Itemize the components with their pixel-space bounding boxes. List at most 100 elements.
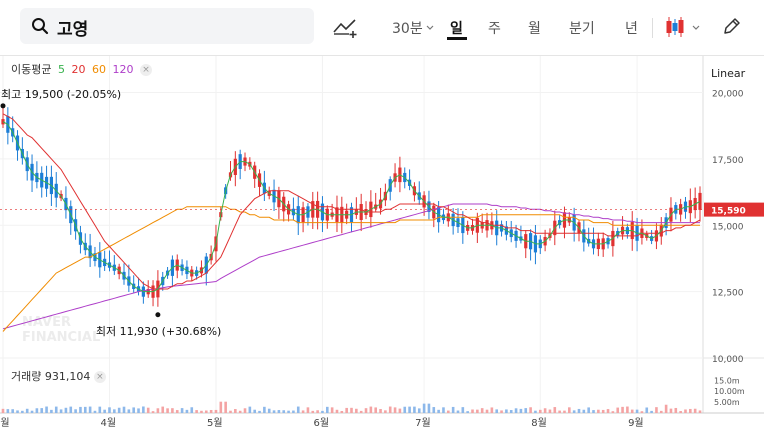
volume-bar (25, 408, 29, 413)
volume-bar (1, 408, 5, 413)
volume-bar (83, 406, 87, 413)
volume-bar (679, 411, 682, 413)
volume-bar (301, 410, 305, 413)
price-chart[interactable]: 20,000 17,500 15,000 12,500 10,000 3월 4월 5월 6월 7월… (0, 56, 764, 433)
time-tick-label: 7월 (415, 417, 431, 429)
interval-30m-dropdown[interactable]: 30분 (392, 21, 423, 37)
volume-bar (185, 409, 189, 413)
volume-bar (645, 407, 649, 413)
volume-bar (558, 410, 561, 413)
volume-bar (171, 408, 174, 413)
volume-legend-close-button[interactable]: × (93, 371, 106, 383)
volume-bar (243, 408, 247, 413)
volume-bar (345, 407, 348, 413)
tab-month[interactable]: 월 (528, 21, 541, 37)
last-price-label: 15,590 (711, 207, 746, 217)
volume-tick-label: 5.00m (714, 398, 740, 407)
volume-bar (325, 406, 329, 413)
volume-bar (655, 407, 658, 413)
volume-bar (669, 408, 673, 413)
volume-bar (626, 406, 629, 413)
volume-bar (524, 408, 528, 413)
chevron-down-icon[interactable] (426, 25, 434, 31)
volume-bar (659, 410, 663, 413)
volume-bar (592, 410, 595, 413)
volume-bar (388, 406, 392, 413)
low-annotation: 최저 11,930 (+30.68%) (96, 325, 221, 338)
volume-bar (630, 409, 634, 413)
volume-bar (485, 409, 489, 413)
volume-bar (384, 410, 387, 413)
price-tick-label: 20,000 (712, 90, 744, 100)
volume-bar (471, 409, 474, 413)
volume-tick-label: 10.00m (714, 387, 745, 396)
volume-bar (306, 407, 310, 413)
volume-bar (664, 404, 668, 413)
volume-bar (161, 406, 165, 413)
volume-bar (543, 408, 547, 413)
candle-icon[interactable] (665, 15, 685, 39)
volume-bar (88, 406, 92, 413)
volume-bar (190, 407, 194, 413)
volume-bar (224, 401, 227, 413)
chevron-down-icon[interactable] (692, 25, 700, 31)
volume-bar (553, 407, 557, 413)
volume-bar (466, 411, 469, 413)
volume-bar (132, 407, 135, 413)
volume-bar (69, 406, 73, 413)
volume-bar (422, 403, 426, 413)
volume-bar (674, 407, 678, 413)
volume-bar (698, 410, 702, 413)
pencil-icon[interactable] (722, 16, 742, 36)
volume-bar (577, 408, 581, 413)
volume-bar (572, 410, 576, 413)
volume-bar (103, 409, 106, 413)
volume-bar (606, 409, 610, 413)
volume-bar (689, 408, 692, 413)
volume-bar (330, 407, 334, 413)
trend-line-add-icon[interactable] (333, 17, 359, 39)
volume-bar (490, 407, 494, 413)
tab-day[interactable]: 일 (450, 21, 463, 37)
volume-bar (180, 408, 184, 413)
volume-bar (248, 406, 252, 413)
high-annotation: 최고 19,500 (-20.05%) (1, 88, 121, 101)
volume-bar (98, 406, 102, 413)
search-icon[interactable] (31, 17, 49, 35)
tab-quarter[interactable]: 분기 (569, 21, 595, 37)
volume-bar (21, 410, 24, 413)
stock-search-box[interactable]: 고영 (20, 8, 314, 44)
volume-bar (519, 408, 523, 413)
volume-bar (684, 409, 687, 413)
volume-bar (127, 409, 131, 413)
volume-bar (166, 408, 169, 413)
price-tick-label: 10,000 (712, 355, 744, 365)
volume-bar (74, 409, 77, 413)
volume-bar (568, 407, 571, 413)
ma20-label: 20 (71, 63, 86, 76)
time-tick-label: 3월 (0, 417, 10, 429)
search-query[interactable]: 고영 (57, 20, 89, 40)
volume-bar (447, 410, 450, 413)
volume-bar (563, 410, 566, 413)
ma-legend-close-button[interactable]: × (139, 64, 152, 76)
high-marker (0, 103, 6, 109)
tab-week[interactable]: 주 (488, 21, 501, 37)
volume-bar (413, 406, 416, 413)
volume-bar (480, 408, 484, 413)
price-tick-label: 17,500 (712, 156, 744, 166)
volume-bar (417, 408, 421, 413)
chart-toolbar: 고영 30분 일 주 월 분기 년 (0, 0, 764, 56)
volume-bar (59, 409, 63, 413)
volume-bar (214, 409, 218, 413)
volume-bar (175, 410, 179, 413)
tab-year[interactable]: 년 (625, 21, 638, 37)
volume-bar (456, 410, 460, 413)
scale-toggle[interactable]: Linear (711, 67, 746, 80)
candle-body (698, 192, 702, 210)
volume-bar (398, 408, 402, 413)
tab-active-indicator (447, 37, 467, 40)
volume-bar (597, 409, 600, 413)
volume-bar (393, 407, 397, 413)
volume-bar (6, 409, 10, 413)
